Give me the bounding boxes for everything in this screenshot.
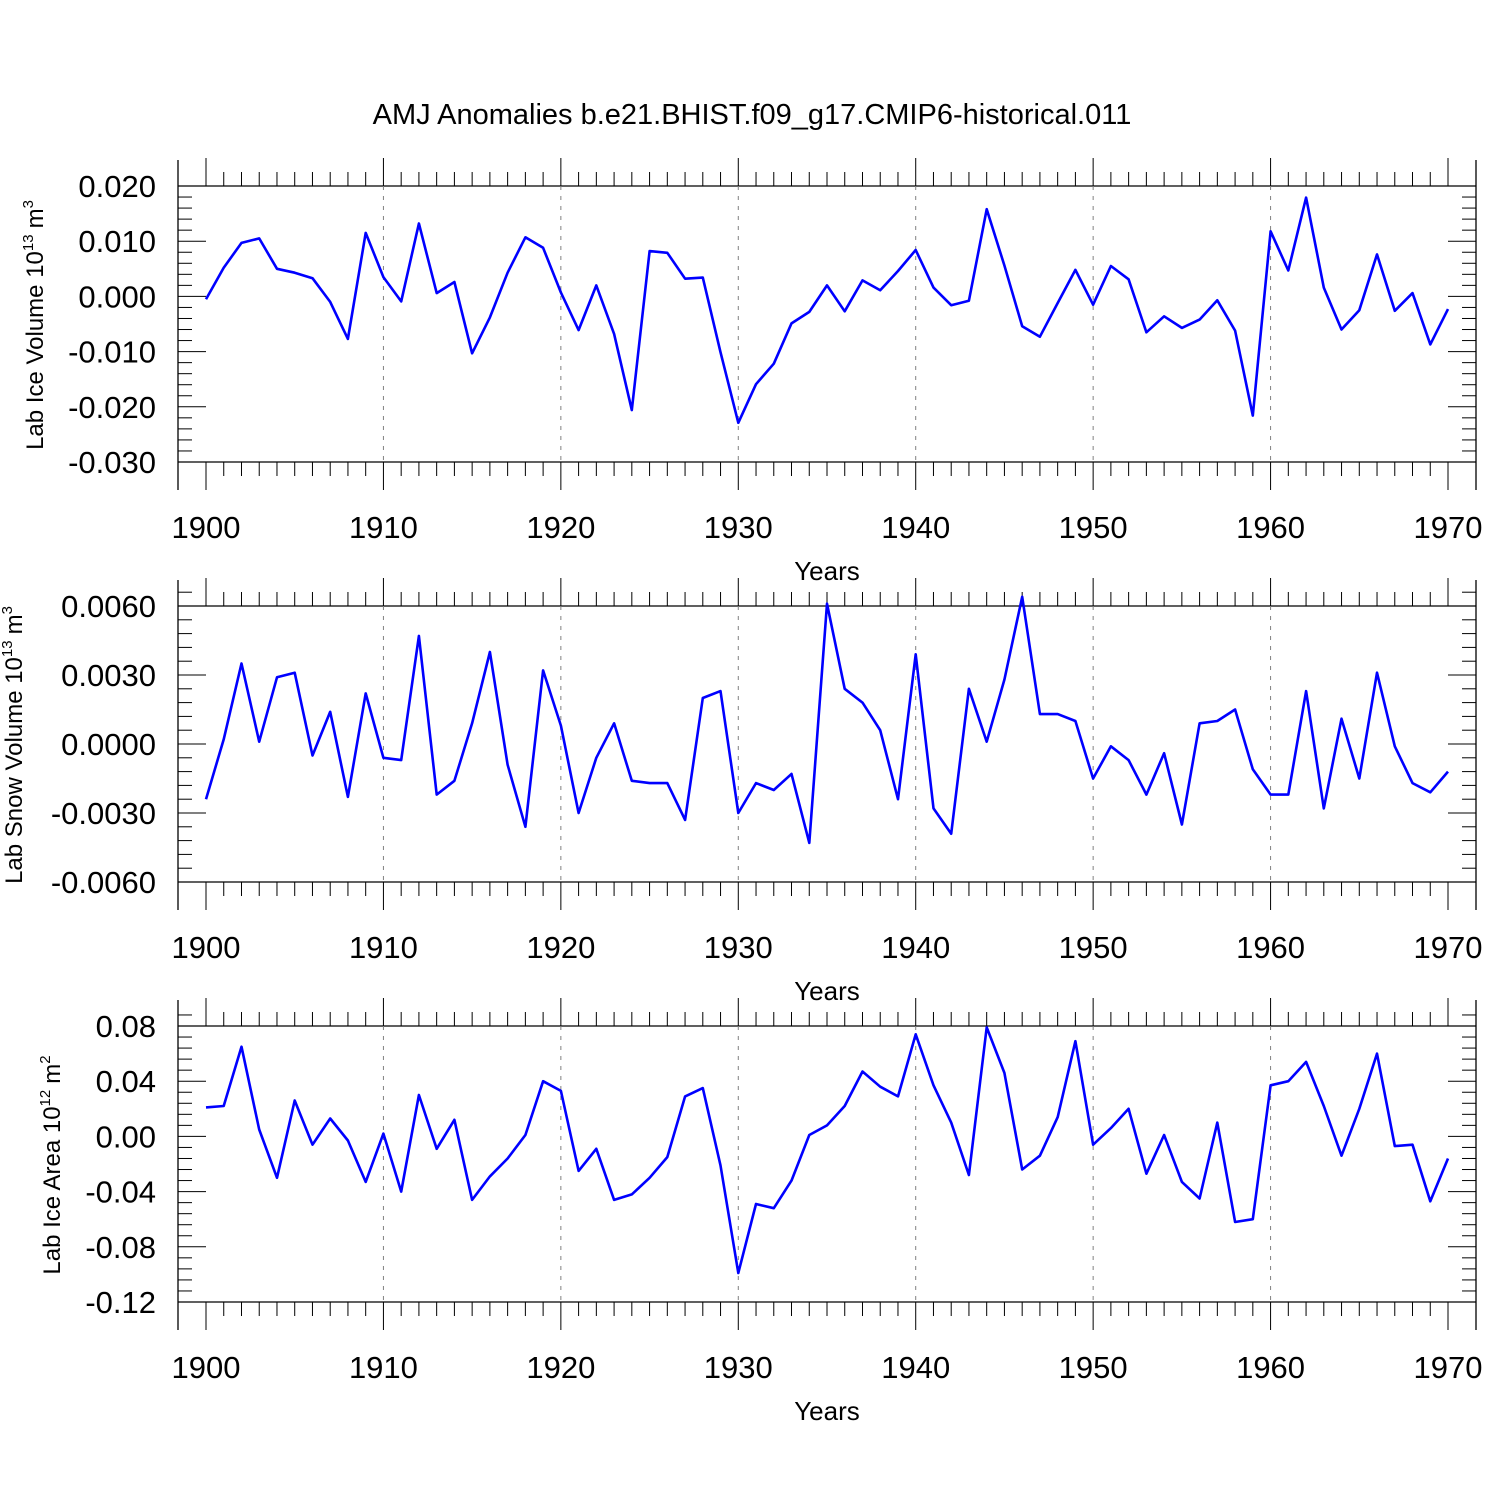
y-tick-label: 0.0060 [61,589,156,624]
series-line [205,1026,1450,1275]
x-tick-label: 1900 [172,1350,241,1385]
y-tick-label: -0.04 [85,1175,156,1210]
x-tick-label: 1920 [526,1350,595,1385]
series-line [204,196,1450,425]
y-axis-label-unit-exponent: 3 [20,200,37,208]
x-tick-label: 1970 [1414,930,1483,965]
y-axis-label-unit: m [39,1064,66,1084]
x-tick-label: 1910 [349,930,418,965]
panel-3: 1900 1910 1920 1930 1940 1950 1960 1970 Years -0.… [37,998,1482,1426]
y-tick-label: 0.08 [96,1009,156,1044]
x-tick-label: 1930 [704,510,773,545]
series-line [204,595,1449,845]
x-axis-label: Years [794,556,860,586]
y-tick-label: -0.0060 [51,865,156,900]
x-tick-label: 1930 [704,930,773,965]
y-axis-label-exponent: 12 [37,1090,54,1107]
x-tick-label: 1920 [526,930,595,965]
y-tick-label: -0.020 [68,390,156,425]
x-tick-label: 1960 [1236,930,1305,965]
x-tick-label: 1960 [1236,1350,1305,1385]
x-axis-label: Years [794,976,860,1006]
y-tick-label: 0.0000 [61,727,156,762]
chart-title: AMJ Anomalies b.e21.BHIST.f09_g17.CMIP6-… [373,99,1132,131]
y-axis-label-unit: m [22,208,49,228]
y-tick-label: 0.000 [78,279,156,314]
x-tick-label: 1910 [349,510,418,545]
y-axis-label: Lab Ice Area 1012 m2 [37,1055,66,1274]
y-tick-label: 0.0030 [61,658,156,693]
x-tick-label: 1970 [1414,510,1483,545]
x-tick-label: 1950 [1059,510,1128,545]
x-tick-label: 1910 [349,1350,418,1385]
panels: 1900 1910 1920 1930 1940 1950 1960 1970 Years -0.… [0,158,1482,1426]
y-tick-label: -0.030 [68,445,156,480]
y-axis-label-unit-exponent: 2 [37,1055,54,1063]
y-tick-label: -0.12 [85,1285,156,1320]
y-tick-label: -0.0030 [51,796,156,831]
y-tick-label: 0.020 [78,169,156,204]
y-tick-label: 0.010 [78,224,156,259]
x-tick-label: 1900 [172,930,241,965]
panel-1: 1900 1910 1920 1930 1940 1950 1960 1970 Years -0.… [20,158,1482,586]
x-tick-label: 1940 [881,1350,950,1385]
panel-2: 1900 1910 1920 1930 1940 1950 1960 1970 Years -0.… [0,578,1482,1006]
y-axis-label: Lab Ice Volume 1013 m3 [20,200,49,450]
x-axis-label: Years [794,1396,860,1426]
x-tick-label: 1960 [1236,510,1305,545]
x-tick-label: 1950 [1059,930,1128,965]
x-tick-label: 1970 [1414,1350,1483,1385]
y-axis-label: Lab Snow Volume 1013 m3 [0,606,28,884]
x-tick-label: 1940 [881,930,950,965]
y-axis-label-exponent: 13 [0,640,16,657]
x-tick-label: 1900 [172,510,241,545]
x-tick-label: 1950 [1059,1350,1128,1385]
y-axis-label-text: Lab Snow Volume 10 [1,657,28,884]
y-tick-label: -0.08 [85,1230,156,1265]
y-axis-label-text: Lab Ice Volume 10 [22,251,49,450]
x-tick-label: 1930 [704,1350,773,1385]
y-axis-label-unit-exponent: 3 [0,606,16,614]
y-axis-label-exponent: 13 [20,234,37,251]
y-tick-label: -0.010 [68,335,156,370]
y-axis-label-unit: m [1,614,28,634]
y-axis-label-text: Lab Ice Area 10 [39,1106,66,1274]
y-tick-label: 0.00 [96,1119,156,1154]
y-tick-label: 0.04 [96,1064,156,1099]
x-tick-label: 1920 [526,510,595,545]
x-tick-label: 1940 [881,510,950,545]
